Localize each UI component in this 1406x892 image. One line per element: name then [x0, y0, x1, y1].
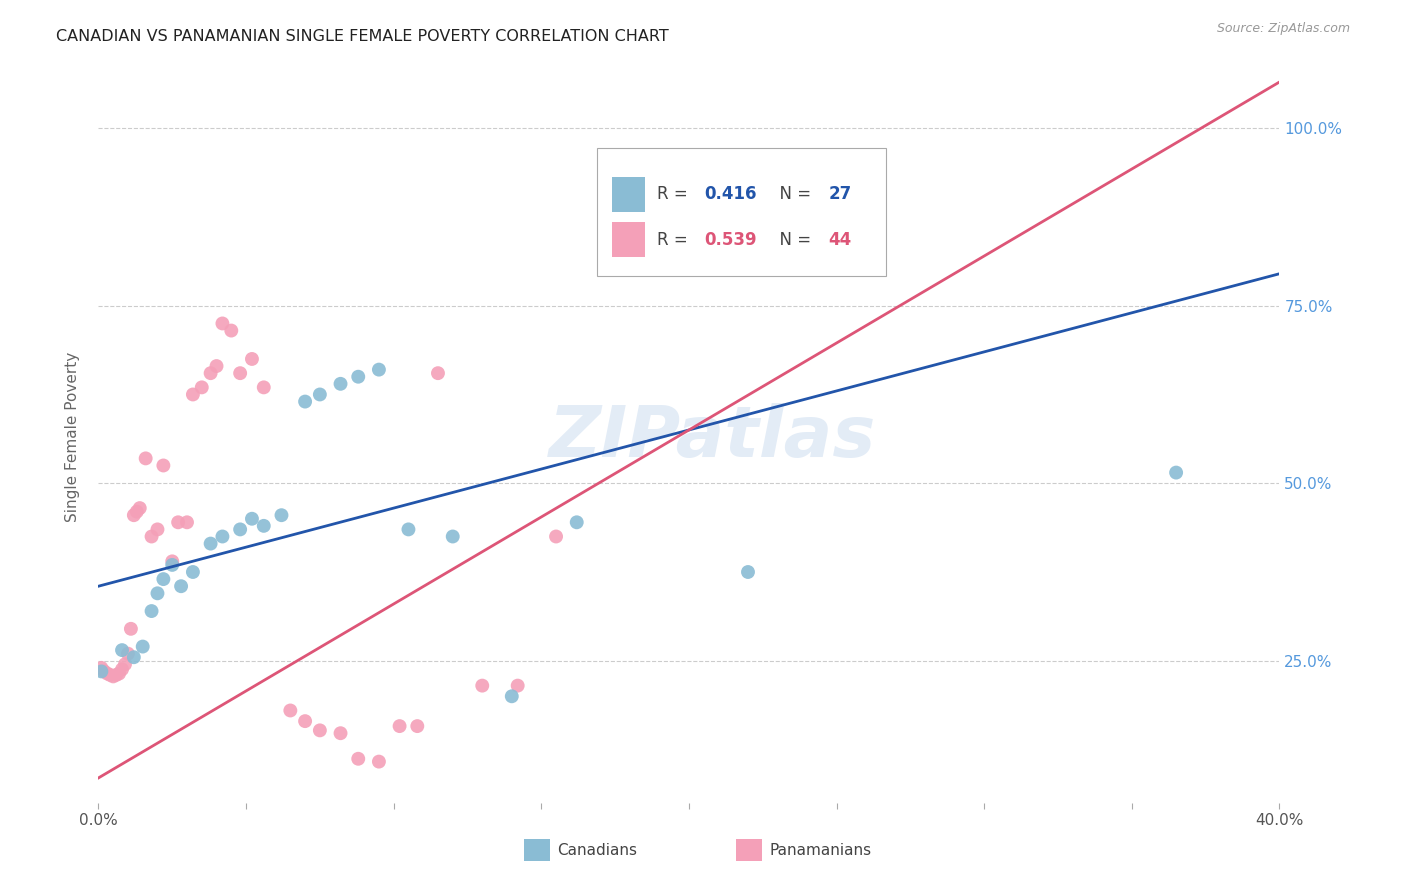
Point	[211, 529, 233, 543]
Point	[294, 714, 316, 728]
Point	[501, 690, 523, 704]
Point	[855, 238, 877, 252]
Point	[737, 565, 759, 579]
Point	[388, 719, 411, 733]
Point	[90, 661, 112, 675]
Point	[167, 516, 190, 530]
Point	[240, 512, 263, 526]
Point	[152, 458, 174, 473]
Point	[229, 522, 252, 536]
Point	[347, 752, 370, 766]
Point	[96, 666, 118, 681]
Point	[146, 522, 169, 536]
Point	[368, 362, 391, 376]
Point	[329, 376, 352, 391]
Point	[125, 505, 148, 519]
Point	[162, 558, 183, 572]
Point	[141, 604, 163, 618]
Point	[427, 366, 450, 380]
Point	[114, 657, 136, 672]
Point	[441, 529, 464, 543]
Text: 0.416: 0.416	[704, 186, 756, 203]
Point	[664, 224, 686, 238]
Point	[152, 572, 174, 586]
Point	[253, 380, 276, 394]
Text: ZIPatlas: ZIPatlas	[548, 402, 876, 472]
Point	[200, 536, 222, 550]
Point	[103, 669, 125, 683]
Point	[471, 679, 494, 693]
Point	[117, 647, 139, 661]
Bar	[523, 839, 550, 862]
Text: 44: 44	[828, 231, 852, 249]
Point	[565, 516, 588, 530]
Point	[128, 501, 150, 516]
Point	[240, 351, 263, 366]
Point	[108, 666, 131, 681]
Text: N =: N =	[769, 231, 817, 249]
Point	[141, 529, 163, 543]
Point	[200, 366, 222, 380]
Point	[90, 665, 112, 679]
Point	[105, 668, 128, 682]
Point	[211, 317, 233, 331]
Point	[1166, 466, 1188, 480]
Point	[111, 643, 134, 657]
Point	[132, 640, 155, 654]
Point	[347, 369, 370, 384]
Text: Canadians: Canadians	[557, 843, 637, 858]
Point	[181, 565, 204, 579]
Y-axis label: Single Female Poverty: Single Female Poverty	[65, 352, 80, 522]
Text: Panamanians: Panamanians	[769, 843, 872, 858]
Point	[122, 650, 145, 665]
Point	[329, 726, 352, 740]
Text: 0.539: 0.539	[704, 231, 756, 249]
FancyBboxPatch shape	[596, 148, 886, 277]
Bar	[612, 177, 645, 211]
Point	[253, 519, 276, 533]
Point	[176, 516, 198, 530]
Point	[406, 719, 429, 733]
Point	[120, 622, 142, 636]
Point	[111, 662, 134, 676]
Point	[122, 508, 145, 523]
Point	[98, 668, 121, 682]
Point	[368, 755, 391, 769]
Point	[162, 554, 183, 568]
Text: R =: R =	[657, 186, 693, 203]
Point	[270, 508, 292, 523]
Text: Source: ZipAtlas.com: Source: ZipAtlas.com	[1216, 22, 1350, 36]
Point	[170, 579, 193, 593]
Point	[280, 704, 302, 718]
Point	[309, 723, 332, 738]
Text: R =: R =	[657, 231, 693, 249]
Point	[191, 380, 214, 394]
Point	[398, 522, 420, 536]
Point	[546, 529, 568, 543]
Point	[309, 387, 332, 401]
Point	[93, 665, 115, 679]
Point	[294, 394, 316, 409]
Text: 27: 27	[828, 186, 852, 203]
Point	[205, 359, 228, 373]
Point	[146, 586, 169, 600]
Bar	[612, 222, 645, 257]
Bar	[737, 839, 762, 862]
Point	[221, 324, 243, 338]
Text: N =: N =	[769, 186, 817, 203]
Point	[181, 387, 204, 401]
Text: CANADIAN VS PANAMANIAN SINGLE FEMALE POVERTY CORRELATION CHART: CANADIAN VS PANAMANIAN SINGLE FEMALE POV…	[56, 29, 669, 44]
Point	[506, 679, 529, 693]
Point	[135, 451, 157, 466]
Point	[229, 366, 252, 380]
